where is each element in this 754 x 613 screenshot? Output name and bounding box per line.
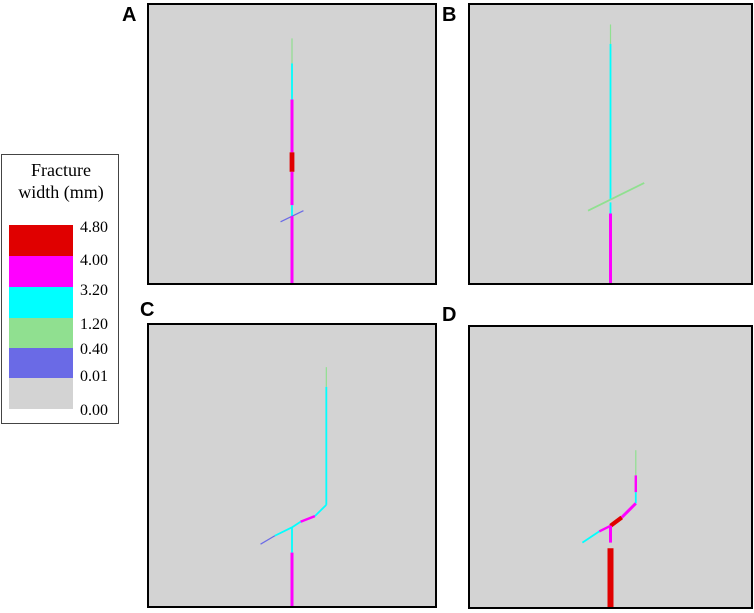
fracture-panel-b bbox=[468, 3, 753, 285]
fracture-segment-cyan bbox=[291, 520, 302, 529]
fracture-segment-blue bbox=[260, 535, 276, 545]
fracture-segment-cyan bbox=[314, 504, 327, 517]
legend-tick-3-20: 3.20 bbox=[80, 282, 108, 299]
fracture-segment-green bbox=[587, 182, 645, 212]
fracture-segment-red bbox=[609, 515, 623, 528]
fracture-segment-magenta bbox=[620, 502, 637, 519]
fracture-plot-c bbox=[260, 367, 328, 606]
legend-title-line1: Fracture bbox=[31, 160, 91, 180]
legend-swatch-magenta bbox=[9, 256, 73, 287]
fracture-plot-d bbox=[581, 450, 637, 607]
fracture-segment-cyan bbox=[274, 526, 293, 537]
fracture-panel-a bbox=[147, 3, 437, 285]
fracture-plot-a bbox=[280, 38, 304, 283]
legend-tick-4-00: 4.00 bbox=[80, 252, 108, 269]
legend-swatch-green bbox=[9, 318, 73, 348]
fracture-segment-magenta bbox=[300, 514, 316, 523]
fracture-plot-b bbox=[587, 24, 645, 283]
legend-swatch-cyan bbox=[9, 287, 73, 318]
panel-label-d: D bbox=[442, 304, 457, 326]
color-legend: Fracture width (mm) 4.80 4.00 3.20 1.20 … bbox=[1, 154, 119, 424]
fracture-segment-cyan bbox=[581, 530, 600, 544]
panel-label-b: B bbox=[442, 4, 457, 26]
legend-tick-0-00: 0.00 bbox=[80, 402, 108, 419]
fracture-panel-d bbox=[468, 325, 753, 609]
legend-tick-0-01: 0.01 bbox=[80, 368, 108, 385]
legend-swatch-red bbox=[9, 225, 73, 256]
legend-title-line2: width (mm) bbox=[18, 182, 104, 202]
legend-swatch-gray bbox=[9, 378, 73, 409]
legend-tick-4-80: 4.80 bbox=[80, 219, 108, 236]
legend-tick-0-40: 0.40 bbox=[80, 341, 108, 358]
panel-label-a: A bbox=[122, 4, 137, 26]
legend-tick-1-20: 1.20 bbox=[80, 316, 108, 333]
fracture-segment-magenta bbox=[598, 524, 612, 533]
panel-label-c: C bbox=[140, 299, 155, 321]
legend-swatch-blue bbox=[9, 348, 73, 378]
fracture-panel-c bbox=[147, 323, 437, 608]
